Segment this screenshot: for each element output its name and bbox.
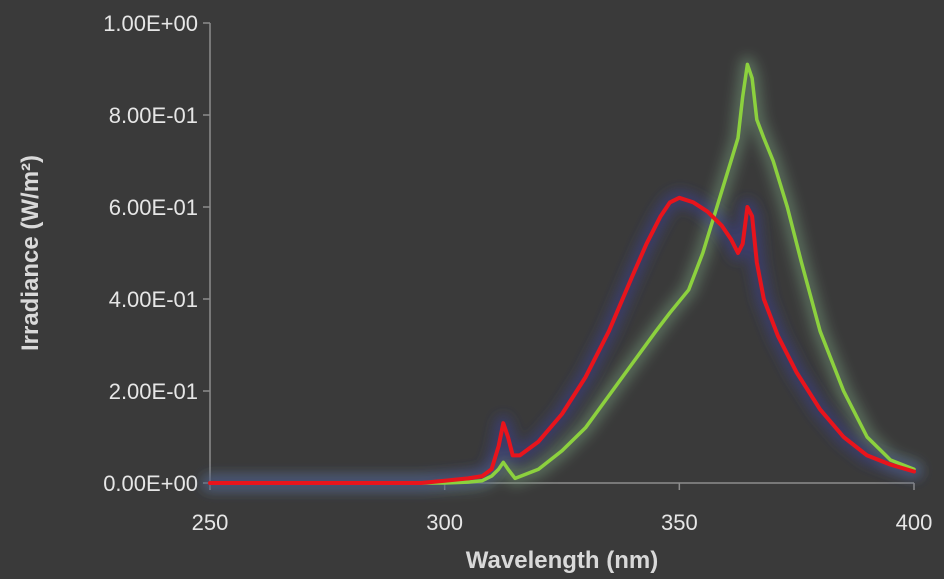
green-series-line: [208, 62, 916, 485]
x-tick-label: 350: [661, 510, 698, 535]
x-axis-title: Wavelength (nm): [466, 547, 658, 574]
y-axis-ticks: 0.00E+00 2.00E-01 4.00E-01 6.00E-01 8.00E-01…: [103, 11, 210, 496]
y-tick-label: 2.00E-01: [109, 379, 198, 404]
y-tick-label: 6.00E-01: [109, 195, 198, 220]
y-tick-label: 1.00E+00: [103, 11, 198, 36]
y-tick-label: 4.00E-01: [109, 287, 198, 312]
y-axis-title: Irradiance (W/m²): [17, 155, 44, 351]
x-tick-label: 250: [192, 510, 229, 535]
x-axis-ticks: 250 300 350 400: [192, 483, 933, 535]
y-tick-label: 0.00E+00: [103, 471, 198, 496]
y-tick-label: 8.00E-01: [109, 103, 198, 128]
red-series-line: [208, 195, 916, 485]
x-tick-label: 400: [896, 510, 933, 535]
x-tick-label: 300: [426, 510, 463, 535]
series-layer: [202, 56, 922, 491]
